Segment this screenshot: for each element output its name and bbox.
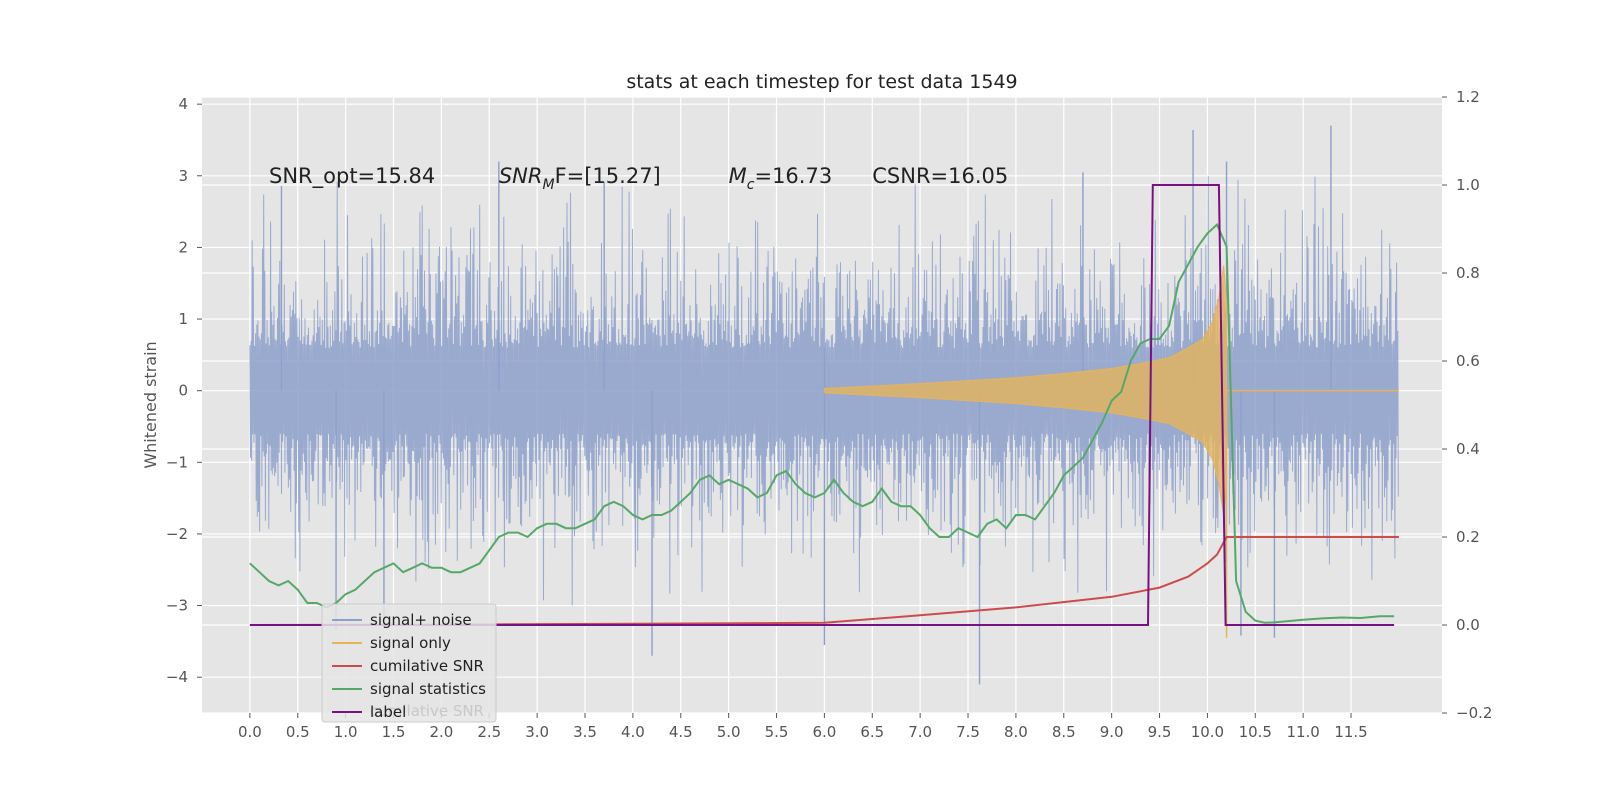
- x-tick-label: 6.5: [860, 723, 884, 741]
- series-signal-statistics: [249, 222, 1395, 624]
- annotation-text: Mc=16.73: [729, 164, 833, 193]
- x-tick-label: 2.0: [429, 723, 453, 741]
- x-tick-label: 11.0: [1286, 723, 1319, 741]
- y-tick-label: −2: [166, 525, 188, 543]
- series-cumilative-snr: [249, 536, 1399, 626]
- series-label: [249, 184, 1395, 626]
- series-layer: [249, 125, 1399, 685]
- x-tick-label: 3.5: [573, 723, 597, 741]
- y-tick-label: 0: [178, 382, 188, 400]
- y-tick-label: 3: [178, 167, 188, 185]
- x-tick-label: 8.0: [1004, 723, 1028, 741]
- chart-title: stats at each timestep for test data 154…: [626, 71, 1017, 93]
- y-tick-label: 4: [178, 95, 188, 113]
- legend-label: signal+ noise: [370, 611, 472, 629]
- annotations: SNR_opt=15.84 SNRMF=[15.27] Mc=16.73 CSNR=1…: [269, 164, 1008, 193]
- x-tick-label: 1.5: [382, 723, 406, 741]
- ticks: 0.0 0.5 1.0 1.5 2.0 2.5 3.0 3.5 4.0 4.5 5.0 5.5 6.0 6…: [166, 88, 1493, 741]
- x-tick-label: 9.0: [1100, 723, 1124, 741]
- legend-label: signal only: [370, 634, 451, 652]
- y2-tick-label: 1.0: [1456, 176, 1480, 194]
- annotation-text: SNR_opt=15.84: [269, 164, 435, 189]
- y-tick-label: −3: [166, 597, 188, 615]
- legend: cumilative SNR signal+ noise signal only cu…: [321, 603, 497, 723]
- x-tick-label: 8.5: [1052, 723, 1076, 741]
- legend-box: [321, 603, 497, 723]
- x-tick-label: 4.5: [669, 723, 693, 741]
- x-tick-label: 0.5: [286, 723, 310, 741]
- annotation-text: CSNR=16.05: [872, 164, 1008, 188]
- y2-tick-label: 0.6: [1456, 352, 1480, 370]
- y-tick-label: 2: [178, 238, 188, 256]
- y2-tick-label: 0.8: [1456, 264, 1480, 282]
- annotation-rest: F=[15.27]: [555, 164, 661, 188]
- x-tick-label: 2.5: [477, 723, 501, 741]
- y-tick-label: −1: [166, 453, 188, 471]
- x-tick-label: 10.0: [1191, 723, 1224, 741]
- legend-ghost-text: cumilative SNR: [370, 702, 484, 720]
- y2-tick-label: 0.0: [1456, 616, 1480, 634]
- y-axis-label: Whitened strain: [141, 341, 160, 468]
- y-tick-label: 1: [178, 310, 188, 328]
- x-tick-label: 0.0: [238, 723, 262, 741]
- x-tick-label: 5.5: [765, 723, 789, 741]
- annotation-subscript: c: [747, 177, 755, 193]
- x-tick-label: 10.5: [1239, 723, 1272, 741]
- x-tick-label: 11.5: [1334, 723, 1367, 741]
- annotation-rest: =16.73: [754, 164, 832, 188]
- y2-tick-label: 0.2: [1456, 528, 1480, 546]
- x-tick-label: 6.0: [812, 723, 836, 741]
- x-tick-label: 1.0: [334, 723, 358, 741]
- y2-tick-label: −0.2: [1456, 704, 1492, 722]
- annotation-text: SNRMF=[15.27]: [499, 164, 661, 193]
- annotation-main: SNR_opt=15.84: [269, 164, 435, 189]
- y2-tick-label: 0.4: [1456, 440, 1480, 458]
- x-tick-label: 4.0: [621, 723, 645, 741]
- y-tick-label: −4: [166, 668, 188, 686]
- legend-label: label: [370, 703, 406, 721]
- x-tick-label: 7.0: [908, 723, 932, 741]
- x-tick-label: 5.0: [717, 723, 741, 741]
- annotation-subscript: M: [542, 177, 554, 193]
- legend-label: signal statistics: [370, 680, 486, 698]
- x-tick-label: 3.0: [525, 723, 549, 741]
- x-tick-label: 7.5: [956, 723, 980, 741]
- legend-label: cumilative SNR: [370, 657, 484, 675]
- annotation-main: SNR: [499, 164, 543, 188]
- y2-tick-label: 1.2: [1456, 88, 1480, 106]
- x-tick-label: 9.5: [1148, 723, 1172, 741]
- annotation-main: CSNR=16.05: [872, 164, 1008, 188]
- annotation-main: M: [729, 164, 747, 188]
